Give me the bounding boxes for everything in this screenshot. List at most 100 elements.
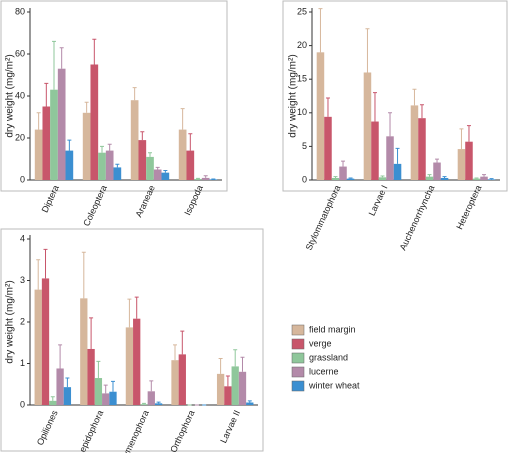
error-bar: [43, 248, 48, 279]
error-bar: [233, 349, 238, 367]
error-bar: [44, 82, 49, 107]
error-bar: [341, 160, 346, 167]
error-bar: [203, 175, 208, 178]
error-bar: [103, 384, 108, 394]
error-bar: [435, 158, 440, 163]
y-tick-label: 20: [297, 40, 307, 50]
bar: [201, 177, 210, 180]
bar: [57, 68, 66, 180]
legend-swatch: [291, 366, 305, 378]
error-bar: [142, 402, 146, 405]
bar: [153, 169, 162, 180]
x-tick-label: Lepidophora: [75, 409, 105, 453]
y-tick-label: 4: [20, 233, 25, 243]
bar: [161, 172, 170, 180]
y-tick-label: 0: [302, 174, 307, 184]
bar: [94, 378, 103, 405]
bar: [147, 391, 155, 405]
error-bar: [50, 396, 55, 401]
error-bar: [333, 176, 338, 178]
error-bar: [196, 177, 200, 179]
error-bar: [365, 28, 370, 73]
y-axis-label: dry weight (mg/m²): [5, 54, 16, 137]
error-bar: [96, 360, 101, 379]
bar: [109, 391, 117, 405]
legend-swatch: [291, 324, 305, 336]
bar: [171, 360, 179, 405]
error-bar: [325, 97, 330, 117]
error-bar: [140, 131, 145, 141]
legend-swatch: [291, 338, 305, 350]
legend-swatch: [291, 380, 305, 392]
bar: [130, 100, 139, 180]
bar: [80, 298, 88, 405]
bar: [82, 112, 91, 180]
bar: [42, 106, 51, 180]
error-bar: [100, 145, 104, 153]
error-bar: [318, 8, 323, 53]
error-bar: [482, 174, 487, 177]
bar: [50, 89, 58, 180]
bar: [56, 368, 64, 405]
bar: [178, 129, 187, 180]
x-tick-label: Hymenophora: [118, 409, 151, 453]
error-bar: [163, 170, 168, 173]
x-tick-label: Coleoptera: [81, 184, 109, 228]
bar: [457, 149, 466, 180]
x-tick-label: Orthophora: [168, 409, 196, 453]
bar: [113, 167, 122, 180]
y-tick-label: 1: [20, 358, 25, 368]
error-bar: [412, 88, 417, 106]
error-bar: [388, 112, 393, 137]
bar: [246, 402, 254, 405]
bar: [346, 178, 355, 180]
error-bar: [474, 177, 479, 179]
bar: [90, 64, 99, 180]
y-tick-label: 80: [15, 6, 25, 16]
bar: [363, 72, 372, 180]
bar: [34, 289, 42, 405]
bar: [186, 150, 195, 180]
error-bar: [180, 330, 185, 355]
error-bar: [180, 108, 185, 130]
bar: [425, 176, 434, 180]
bar: [125, 327, 134, 405]
error-bar: [188, 133, 193, 151]
error-bar: [65, 377, 70, 388]
error-bar: [218, 358, 223, 374]
error-bar: [459, 128, 464, 150]
error-bar: [84, 101, 89, 113]
bar: [418, 118, 426, 180]
bar: [339, 166, 347, 180]
bar: [87, 348, 95, 405]
bar: [465, 141, 473, 180]
error-bar: [132, 87, 137, 101]
error-bar: [419, 104, 424, 119]
y-tick-label: 20: [15, 132, 25, 142]
bar: [216, 373, 225, 405]
y-tick-label: 60: [15, 48, 25, 58]
x-tick-label: Larvae II: [218, 409, 242, 445]
error-bar: [225, 375, 230, 387]
error-bar: [110, 380, 115, 392]
bar: [331, 177, 340, 180]
error-bar: [127, 298, 132, 328]
error-bar: [115, 163, 120, 168]
bar: [224, 386, 232, 405]
error-bar: [395, 147, 400, 164]
error-bar: [156, 401, 161, 404]
bar: [440, 177, 449, 180]
bar: [146, 156, 154, 180]
error-bar: [427, 174, 432, 177]
legend-label: winter wheat: [308, 380, 360, 390]
x-tick-label: Isopoda: [182, 184, 205, 217]
bar: [138, 140, 147, 180]
x-tick-label: Auchenorrhyncha: [398, 184, 437, 252]
bar: [154, 403, 163, 405]
y-tick-label: 15: [297, 74, 307, 84]
legend-label: field margin: [309, 324, 356, 334]
error-bar: [173, 344, 178, 361]
error-bar: [52, 40, 56, 90]
x-tick-label: Stylommatophora: [304, 184, 343, 252]
